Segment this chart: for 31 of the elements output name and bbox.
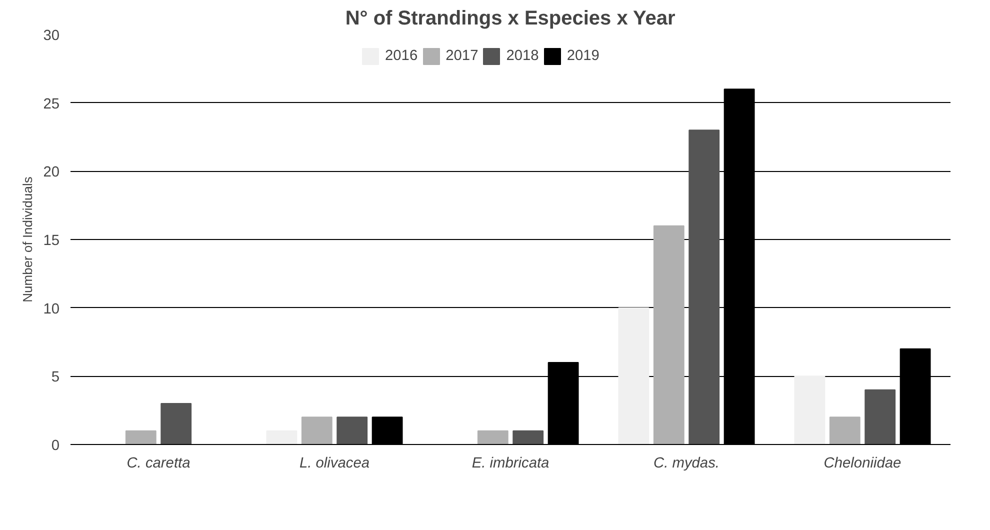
- bar: [864, 389, 896, 444]
- y-tick-label: 25: [43, 96, 60, 112]
- bar: [794, 376, 826, 444]
- legend-label: 2017: [446, 48, 478, 64]
- y-tick-label: 15: [43, 233, 60, 249]
- bar: [618, 307, 650, 444]
- chart-title: N° of Strandings x Especies x Year: [345, 8, 676, 30]
- legend-label: 2019: [566, 48, 600, 64]
- x-tick-label: L. olivacea: [299, 456, 370, 472]
- y-tick-label: 10: [43, 301, 60, 318]
- y-tick-label: 0: [51, 438, 60, 454]
- x-tick-label: C. caretta: [126, 456, 190, 472]
- legend-label: 2016: [385, 48, 418, 64]
- y-tick-label: 20: [43, 164, 60, 181]
- legend-label: 2018: [506, 48, 539, 64]
- bar: [829, 416, 860, 444]
- bar: [653, 225, 684, 444]
- x-tick-label: E. imbricata: [472, 456, 550, 472]
- bar: [688, 130, 720, 444]
- bar: [301, 416, 332, 444]
- x-tick-label: Cheloniidae: [824, 456, 902, 472]
- bar: [477, 430, 508, 444]
- y-tick-label: 30: [43, 28, 60, 44]
- bar: [160, 403, 192, 444]
- bar: [512, 430, 544, 444]
- y-tick-label: 5: [51, 370, 60, 386]
- bar: [266, 430, 298, 444]
- bar: [336, 416, 368, 444]
- y-axis-title: Number of Individuals: [20, 176, 36, 302]
- bar: [125, 430, 156, 444]
- x-tick-label: C. mydas.: [654, 456, 720, 472]
